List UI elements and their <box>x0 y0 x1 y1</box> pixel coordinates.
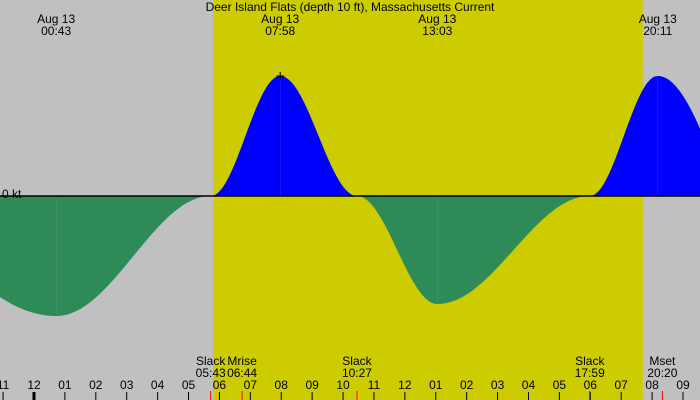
ebb-area <box>0 196 57 316</box>
moon-time: 06:44 <box>227 366 257 380</box>
moon-time: 20:20 <box>647 366 677 380</box>
flood-area <box>210 76 281 196</box>
zero-label: 0 kt <box>2 187 22 201</box>
x-tick-label: 12 <box>398 378 412 392</box>
moon-label: Mset <box>649 354 676 368</box>
event-label: Slack <box>342 354 372 368</box>
x-tick-label: 09 <box>676 378 690 392</box>
max-marker <box>276 72 285 80</box>
x-tick-label: 04 <box>522 378 536 392</box>
event-time: 10:27 <box>342 366 372 380</box>
event-time: 00:43 <box>41 24 71 38</box>
ebb-area <box>437 196 590 304</box>
x-tick-label: 10 <box>336 378 350 392</box>
x-tick-label: 11 <box>368 378 381 392</box>
x-tick-label: 07 <box>244 378 258 392</box>
event-time: 07:58 <box>265 24 295 38</box>
x-tick-label: 02 <box>89 378 103 392</box>
event-date: Aug 13 <box>639 12 677 26</box>
x-tick-label: 12 <box>27 378 41 392</box>
moon-label: Mrise <box>227 354 257 368</box>
event-time: 13:03 <box>422 24 452 38</box>
x-tick-label: 03 <box>120 378 134 392</box>
event-date: Aug 13 <box>261 12 299 26</box>
ebb-area <box>356 196 438 304</box>
x-tick-label: 06 <box>213 378 227 392</box>
event-label: Slack <box>575 354 605 368</box>
x-tick-label: 06 <box>584 378 598 392</box>
chart-title: Deer Island Flats (depth 10 ft), Massach… <box>206 0 495 14</box>
x-tick-label: 04 <box>151 378 165 392</box>
flood-area <box>280 76 357 196</box>
event-date: Aug 13 <box>37 12 75 26</box>
flood-area <box>589 76 658 196</box>
x-tick-label: 03 <box>491 378 505 392</box>
x-tick-label: 01 <box>58 378 72 392</box>
event-time: 17:59 <box>575 366 605 380</box>
flood-area <box>657 76 700 196</box>
x-tick-label: 08 <box>645 378 659 392</box>
x-tick-label: 05 <box>553 378 567 392</box>
x-tick-label: 11 <box>0 378 10 392</box>
x-tick-label: 09 <box>305 378 319 392</box>
x-tick-label: 05 <box>182 378 196 392</box>
event-label: Slack <box>196 354 226 368</box>
x-tick-label: 08 <box>275 378 289 392</box>
ebb-area <box>56 196 211 316</box>
x-tick-label: 02 <box>460 378 474 392</box>
event-time: 05:43 <box>196 366 226 380</box>
x-tick-label: 01 <box>429 378 443 392</box>
event-date: Aug 13 <box>418 12 456 26</box>
x-tick-label: 07 <box>615 378 629 392</box>
event-time: 20:11 <box>643 24 672 38</box>
